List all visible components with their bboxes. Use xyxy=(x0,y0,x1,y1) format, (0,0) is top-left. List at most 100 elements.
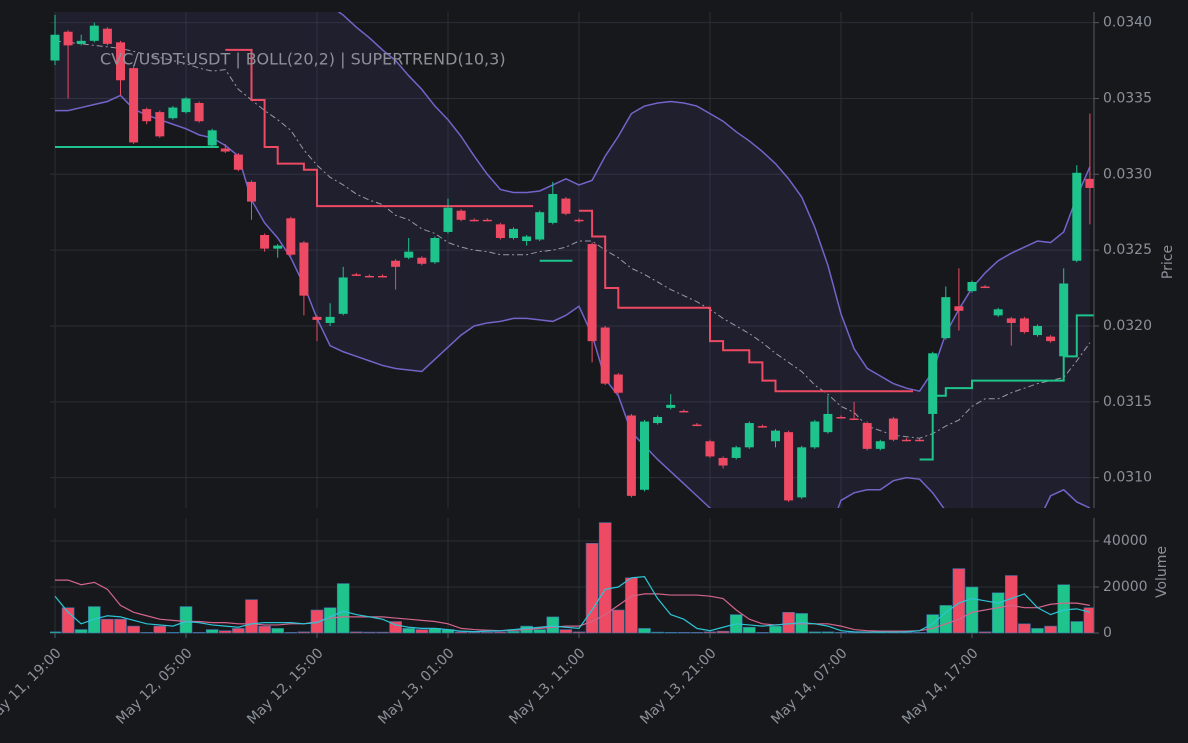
candle-body xyxy=(207,130,217,146)
candle-body xyxy=(338,277,348,314)
candle-body xyxy=(600,327,610,384)
volume-bar xyxy=(376,631,389,634)
candle-body xyxy=(50,34,60,61)
volume-bar xyxy=(782,611,795,634)
candle-body xyxy=(443,207,453,232)
candle-body xyxy=(1033,325,1042,336)
volume-bar xyxy=(939,605,953,634)
volume-bar xyxy=(1044,625,1057,634)
volume-bar xyxy=(245,599,258,634)
candle-body xyxy=(404,251,414,258)
supertrend xyxy=(225,48,913,393)
volume-bar xyxy=(638,628,651,634)
candle-body xyxy=(771,430,780,442)
candle-body xyxy=(915,439,925,442)
volume-bar xyxy=(323,607,337,634)
y-tick-label: 0.0340 xyxy=(1103,15,1152,31)
y-tick-label: 0.0325 xyxy=(1103,242,1152,258)
candle-body xyxy=(181,98,191,113)
candle-body xyxy=(640,421,649,490)
volume-bar xyxy=(913,632,926,634)
volume-bar xyxy=(166,632,180,634)
candle-body xyxy=(666,404,676,408)
volume-bar xyxy=(349,631,363,634)
volume-bar xyxy=(1004,575,1018,634)
volume-tick-label: 40000 xyxy=(1103,533,1148,549)
candle-body xyxy=(653,416,663,424)
candle-body xyxy=(260,234,270,249)
volume-bar xyxy=(703,631,717,634)
volume-bar xyxy=(1018,623,1031,634)
volume-tick-label: 20000 xyxy=(1103,579,1148,595)
volume-bar xyxy=(965,586,979,634)
y-tick-label: 0.0320 xyxy=(1103,318,1152,334)
candle-body xyxy=(626,415,636,496)
candle-body xyxy=(89,25,99,41)
candle-body xyxy=(993,309,1003,316)
volume-bar xyxy=(297,631,311,634)
volume-bar xyxy=(74,629,88,634)
volume-bar xyxy=(415,629,429,634)
candle-body xyxy=(810,421,820,448)
band-fill xyxy=(55,12,1090,508)
y-axis-label: Price xyxy=(1160,245,1176,279)
candle-body xyxy=(757,426,767,428)
volume-bar xyxy=(756,632,769,634)
volume-bar xyxy=(821,631,835,634)
volume-bar xyxy=(140,632,153,634)
volume-bar xyxy=(363,631,376,634)
candle-body xyxy=(299,242,309,296)
candle-body xyxy=(784,432,794,501)
volume-bar xyxy=(480,631,494,634)
candle-body xyxy=(273,245,283,249)
volume-bar xyxy=(179,606,193,634)
volume-ma xyxy=(54,576,1091,633)
volume-bar xyxy=(219,630,232,634)
candle-body xyxy=(692,424,702,427)
volume-bar xyxy=(192,632,206,634)
candle-body xyxy=(744,423,754,448)
candle-body xyxy=(928,353,938,414)
volume-bar xyxy=(402,628,416,634)
candle-body xyxy=(1046,336,1056,342)
candle-body xyxy=(116,42,125,81)
volume-bar xyxy=(690,632,704,634)
volume-bar xyxy=(585,542,599,634)
candle-body xyxy=(902,439,911,442)
volume-bar xyxy=(952,568,966,634)
candle-body xyxy=(286,218,296,255)
candle-body xyxy=(1085,178,1094,188)
candle-body xyxy=(495,224,505,239)
volume-bar xyxy=(494,631,507,634)
volume-bar xyxy=(389,621,402,634)
volume-bar xyxy=(1083,607,1094,634)
volume-bar xyxy=(127,625,140,634)
candle-body xyxy=(823,413,833,433)
candle-body xyxy=(142,109,152,122)
candle-body xyxy=(1072,172,1082,261)
chart-title: CVC/USDT:USDT | BOLL(20,2) | SUPERTREND(… xyxy=(100,50,506,69)
candle-body xyxy=(980,286,990,289)
candle-body xyxy=(888,418,898,440)
volume-bar xyxy=(271,628,285,634)
y-tick-label: 0.0335 xyxy=(1103,90,1152,106)
volume-bar xyxy=(1070,621,1084,634)
candle-body xyxy=(129,68,139,143)
boll-lower xyxy=(55,94,1091,508)
y-tick-label: 0.0330 xyxy=(1103,166,1152,182)
volume-bar xyxy=(101,618,114,634)
volume-bar xyxy=(611,609,625,634)
candle-body xyxy=(194,103,204,122)
volume-bar xyxy=(834,632,848,634)
candle-body xyxy=(954,306,964,311)
volume-bar xyxy=(454,631,468,634)
candle-body xyxy=(797,447,807,498)
y-tick-label: 0.0315 xyxy=(1103,394,1152,410)
volume-bar xyxy=(50,631,62,634)
candle-body xyxy=(391,260,401,267)
volume-bar xyxy=(769,625,782,634)
candle-body xyxy=(561,198,571,214)
candle-body xyxy=(705,441,715,457)
volume-bar xyxy=(625,577,638,634)
